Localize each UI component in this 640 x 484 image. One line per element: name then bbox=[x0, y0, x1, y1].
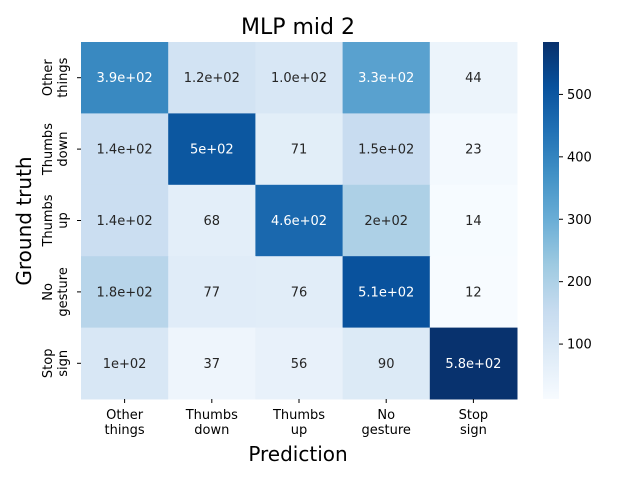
heatmap-cell bbox=[168, 42, 256, 114]
heatmap-cell bbox=[81, 113, 169, 186]
cell-value-label: 90 bbox=[378, 357, 395, 372]
cell-value-label: 56 bbox=[291, 357, 308, 372]
cell-value-label: 2e+02 bbox=[364, 214, 408, 229]
y-tick-labels: Otherthings Thumbsdown Thumbsup Nogesture St… bbox=[41, 57, 81, 378]
colorbar-tick-label: 100 bbox=[567, 338, 592, 353]
colorbar-tick-label: 400 bbox=[567, 150, 592, 165]
heatmap-cell bbox=[81, 42, 169, 114]
cell-value-label: 77 bbox=[204, 285, 221, 300]
heatmap-cell bbox=[342, 256, 431, 329]
cell-value-label: 3.3e+02 bbox=[358, 71, 414, 86]
cell-value-label: 23 bbox=[465, 143, 482, 158]
heatmap-cell bbox=[168, 184, 256, 257]
cell-value-label: 68 bbox=[204, 214, 221, 229]
y-tick-label: Stopsign bbox=[41, 349, 71, 379]
colorbar-gradient bbox=[543, 42, 559, 399]
heatmap-cell bbox=[255, 184, 344, 257]
cell-value-label: 44 bbox=[465, 71, 482, 86]
chart-title: MLP mid 2 bbox=[241, 15, 355, 40]
x-tick-label: Thumbs down bbox=[185, 408, 238, 438]
cell-value-label: 1.5e+02 bbox=[358, 143, 414, 158]
cell-value-label: 71 bbox=[291, 143, 308, 158]
cell-value-label: 1.4e+02 bbox=[97, 143, 153, 158]
cell-value-label: 1.4e+02 bbox=[97, 214, 153, 229]
y-tick-label: Nogesture bbox=[41, 267, 71, 316]
heatmap-cell bbox=[429, 42, 518, 114]
cell-value-label: 14 bbox=[465, 214, 482, 229]
cell-value-label: 5e+02 bbox=[190, 143, 234, 158]
x-tick-label: No gesture bbox=[361, 408, 410, 438]
heatmap-cell bbox=[255, 113, 344, 186]
heatmap-cell bbox=[81, 256, 169, 329]
heatmap-cell bbox=[168, 113, 256, 186]
x-axis-label: Prediction bbox=[248, 442, 347, 466]
heatmap-cell bbox=[81, 184, 169, 257]
cell-value-label: 37 bbox=[204, 357, 221, 372]
heatmap-cell bbox=[255, 42, 344, 114]
heatmap-cell bbox=[429, 327, 518, 400]
y-tick-label: Thumbsdown bbox=[41, 123, 71, 176]
colorbar-tick-label: 300 bbox=[567, 213, 592, 228]
heatmap-cell bbox=[168, 327, 256, 400]
heatmap-cell bbox=[255, 327, 344, 400]
heatmap-cell bbox=[342, 184, 431, 257]
heatmap-cell bbox=[429, 256, 518, 329]
cell-value-label: 4.6e+02 bbox=[271, 214, 327, 229]
heatmap-cell bbox=[81, 327, 169, 400]
x-tick-label: Stop sign bbox=[459, 408, 489, 438]
x-tick-labels: Other things Thumbs down Thumbs up No gesture St… bbox=[104, 399, 488, 438]
colorbar-tick-label: 500 bbox=[567, 88, 592, 103]
cell-value-label: 1e+02 bbox=[103, 357, 147, 372]
cell-value-label: 3.9e+02 bbox=[97, 71, 153, 86]
cell-value-label: 1.0e+02 bbox=[271, 71, 327, 86]
y-tick-label: Thumbsup bbox=[41, 194, 71, 247]
cell-value-label: 12 bbox=[465, 285, 482, 300]
cell-value-label: 5.8e+02 bbox=[445, 357, 501, 372]
colorbar-tick-label: 200 bbox=[567, 275, 592, 290]
heatmap-cell bbox=[429, 184, 518, 257]
cell-value-label: 76 bbox=[291, 285, 308, 300]
heatmap-cell bbox=[342, 113, 431, 186]
cell-value-label: 1.2e+02 bbox=[184, 71, 240, 86]
x-tick-label: Other things bbox=[104, 408, 144, 438]
y-tick-label: Otherthings bbox=[41, 57, 71, 97]
heatmap-cell bbox=[168, 256, 256, 329]
x-tick-label: Thumbs up bbox=[272, 408, 325, 438]
heatmap-cell bbox=[342, 42, 431, 114]
heatmap-cell bbox=[342, 327, 431, 400]
cell-value-label: 5.1e+02 bbox=[358, 285, 414, 300]
colorbar: 100 200 300 400 500 bbox=[543, 42, 592, 399]
heatmap-cell bbox=[255, 256, 344, 329]
cell-value-label: 1.8e+02 bbox=[97, 285, 153, 300]
heatmap-cell bbox=[429, 113, 518, 186]
y-axis-label: Ground truth bbox=[12, 156, 36, 285]
heatmap-cells: 3.9e+02 1.2e+02 1.0e+02 3.3e+02 44 1.4e+02 5e+… bbox=[81, 42, 518, 400]
